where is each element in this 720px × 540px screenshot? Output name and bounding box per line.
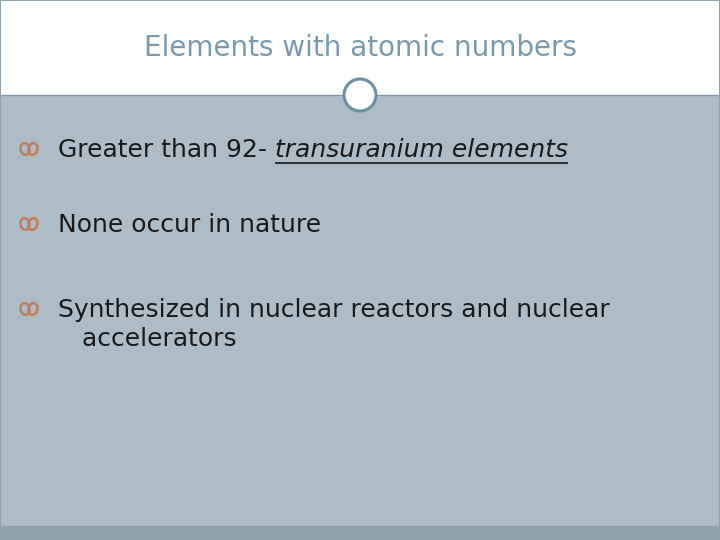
Text: accelerators: accelerators <box>58 327 237 351</box>
Text: Greater than 92-: Greater than 92- <box>58 138 275 162</box>
Circle shape <box>344 79 376 111</box>
Text: None occur in nature: None occur in nature <box>58 213 321 237</box>
Bar <box>0 0 720 95</box>
Bar <box>0 526 720 540</box>
Bar <box>0 95 720 526</box>
Text: Synthesized in nuclear reactors and nuclear: Synthesized in nuclear reactors and nucl… <box>58 298 610 322</box>
Text: transuranium elements: transuranium elements <box>275 138 568 162</box>
Text: Elements with atomic numbers: Elements with atomic numbers <box>143 33 577 62</box>
